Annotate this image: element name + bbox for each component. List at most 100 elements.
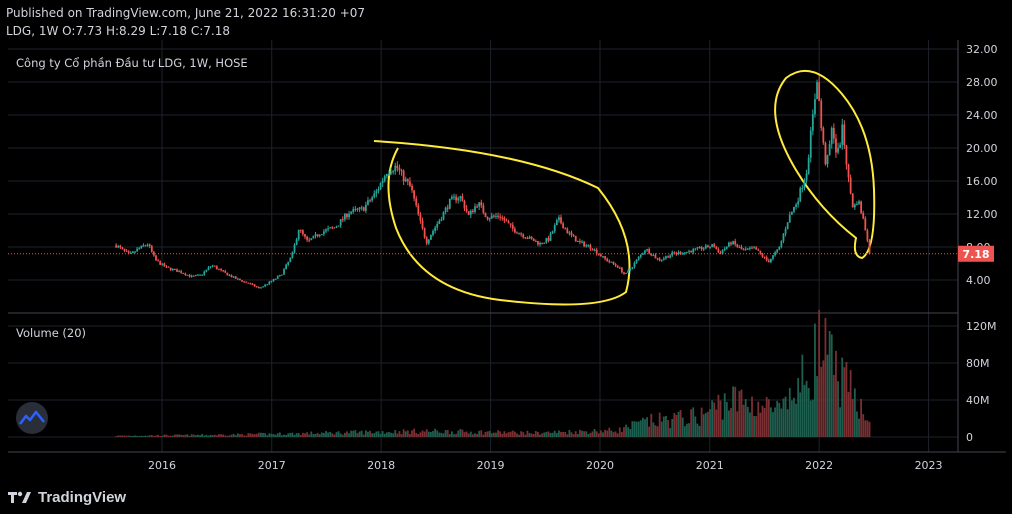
volume-bar [681, 417, 684, 437]
volume-bar [497, 430, 499, 437]
candle-body [415, 198, 418, 206]
chart-title: Công ty Cổ phần Đầu tư LDG, 1W, HOSE [16, 56, 248, 70]
candle-body [316, 234, 319, 237]
volume-bar [719, 400, 722, 437]
volume-bar [304, 433, 306, 437]
candle-body [427, 239, 430, 244]
candle-body [260, 287, 262, 289]
volume-axis: 120M 80M 40M 0 [966, 320, 997, 444]
volume-title: Volume (20) [16, 326, 86, 340]
candle-body [367, 200, 369, 205]
candle-body [295, 239, 298, 245]
candle-body [236, 278, 239, 280]
candle-body [799, 188, 802, 202]
volume-bar [427, 431, 430, 437]
volume-bar [736, 411, 739, 437]
volume-bar [480, 430, 483, 437]
volume-bar [461, 429, 464, 437]
volume-bar [744, 399, 747, 437]
candle-body [849, 177, 852, 194]
volume-bar [161, 435, 164, 437]
volume-bar [616, 433, 619, 437]
volume-bar [325, 431, 327, 437]
volume-bar [856, 411, 858, 437]
volume-bar [784, 396, 787, 437]
volume-bar [843, 367, 846, 437]
candle-body [394, 165, 397, 172]
candle-body [358, 207, 361, 210]
volume-bar [564, 431, 567, 437]
candle-body [465, 208, 468, 212]
tradingview-badge[interactable] [16, 402, 48, 434]
volume-bar [285, 434, 288, 437]
volume-bar [134, 435, 136, 437]
candle-body [153, 251, 155, 256]
candle-body [474, 206, 476, 212]
volume-bar [805, 380, 808, 437]
volume-bar [482, 434, 485, 437]
volume-bar [488, 430, 491, 437]
volume-bar [264, 433, 267, 437]
candle-body [631, 267, 634, 269]
volume-bar [173, 434, 176, 437]
candle-body [711, 244, 714, 247]
candle-body [188, 274, 191, 277]
volume-bar [683, 426, 686, 437]
candle-body [375, 191, 378, 194]
candle-body [767, 260, 770, 263]
time-tick-label: 2017 [258, 459, 286, 472]
candle-body [333, 227, 336, 229]
volume-bar [409, 434, 411, 437]
candle-body [432, 231, 434, 236]
volume-bar [132, 435, 134, 437]
candles [115, 75, 871, 289]
volume-bar [421, 430, 424, 437]
candle-body [239, 278, 241, 281]
candle-body [725, 246, 728, 249]
annotation-loop-2018-2020 [373, 140, 631, 306]
volume-bar [604, 429, 606, 437]
volume-bar [581, 430, 583, 437]
candle-body [125, 250, 128, 252]
volume-bar [367, 431, 369, 437]
volume-bar [709, 409, 711, 437]
volume-bar [224, 435, 227, 437]
candle-body [436, 223, 439, 228]
candle-body [299, 230, 302, 232]
candle-body [157, 260, 160, 262]
candle-body [629, 268, 632, 271]
volume-bar [438, 432, 441, 437]
volume-bar [490, 433, 493, 437]
candle-body [205, 269, 208, 272]
candle-body [249, 283, 252, 285]
volume-bar [486, 431, 489, 437]
volume-bar [786, 409, 789, 437]
candle-body [488, 218, 491, 220]
volume-bar [641, 417, 644, 437]
candle-body [541, 242, 544, 244]
candle-body [858, 201, 860, 205]
volume-bar [392, 433, 395, 437]
volume-bar [732, 386, 735, 437]
volume-bar [423, 431, 426, 437]
candle-body [346, 213, 348, 218]
candle-body [830, 128, 833, 144]
volume-bar [845, 362, 848, 437]
volume-bar [444, 430, 447, 437]
candle-body [826, 155, 829, 165]
volume-bar [625, 424, 627, 437]
candle-body [213, 265, 216, 267]
volume-bar [704, 412, 707, 437]
candle-body [499, 216, 502, 218]
volume-bar [826, 354, 829, 437]
candle-body [814, 99, 816, 115]
volume-bar [830, 334, 833, 437]
candle-body [795, 204, 797, 207]
volume-bar [597, 433, 600, 437]
candle-body [860, 201, 863, 213]
volume-bar [679, 410, 682, 437]
candle-body [772, 255, 774, 259]
candle-body [698, 247, 701, 249]
footer-logo[interactable]: TradingView [8, 487, 126, 507]
